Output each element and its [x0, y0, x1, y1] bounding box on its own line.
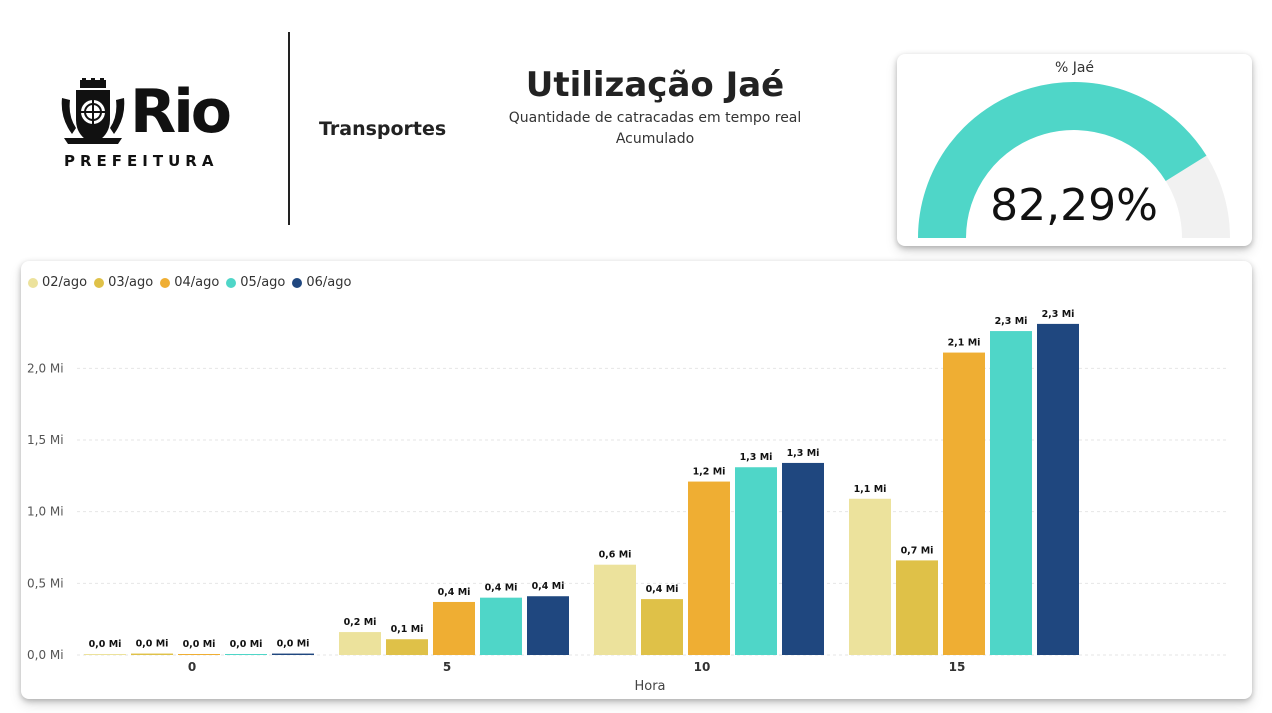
bar[interactable] — [943, 352, 985, 655]
x-axis-label: Hora — [634, 679, 665, 694]
bar-chart: 0,0 Mi 0,5 Mi 1,0 Mi 1,5 Mi 2,0 Mi 0 0,0 Mi 0,0… — [27, 309, 1229, 694]
bar[interactable] — [131, 653, 173, 655]
bar[interactable] — [433, 601, 475, 655]
prefeitura-rio-logo: Rio PREFEITURA — [58, 77, 248, 178]
y-tick-label: 0,5 Mi — [27, 576, 64, 590]
x-tick-label: 0 — [188, 660, 196, 674]
legend-swatch — [28, 277, 38, 288]
legend-swatch — [292, 277, 303, 288]
data-label: 0,4 Mi — [646, 584, 679, 595]
legend-label: 04/ago — [174, 275, 220, 290]
legend-item-4[interactable]: 06/ago — [292, 275, 351, 290]
bar[interactable] — [688, 481, 730, 655]
header-divider — [288, 32, 290, 225]
data-label: 1,3 Mi — [740, 452, 773, 463]
brand-word: Rio — [130, 77, 232, 147]
bar[interactable] — [735, 467, 777, 655]
legend-swatch — [226, 277, 237, 288]
data-label: 0,0 Mi — [136, 639, 169, 650]
section-label: Transportes — [319, 118, 447, 140]
gauge-card[interactable]: % Jaé 82,29% — [897, 54, 1252, 246]
bar[interactable] — [84, 654, 126, 655]
bar[interactable] — [1037, 323, 1079, 655]
data-label: 0,6 Mi — [599, 550, 632, 561]
data-label: 0,0 Mi — [89, 639, 122, 650]
legend-item-1[interactable]: 03/ago — [94, 275, 153, 290]
data-label: 1,1 Mi — [854, 484, 887, 495]
data-label: 0,0 Mi — [230, 639, 263, 650]
data-label: 2,3 Mi — [995, 316, 1028, 327]
page-title: Utilização Jaé — [525, 65, 785, 105]
data-label: 0,7 Mi — [901, 545, 934, 556]
data-label: 1,2 Mi — [693, 467, 726, 478]
bar-chart-card[interactable]: 02/ago 03/ago 04/ago 05/ago 06/ago 0,0 Mi 0,5… — [21, 261, 1252, 699]
gauge-value: 82,29% — [990, 180, 1158, 231]
y-tick-label: 0,0 Mi — [27, 648, 64, 662]
y-tick-label: 1,0 Mi — [27, 505, 64, 519]
bar[interactable] — [225, 654, 267, 655]
data-label: 2,3 Mi — [1042, 309, 1075, 320]
title-block: Utilização Jaé Quantidade de catracadas … — [495, 62, 815, 150]
rio-coat-of-arms-icon — [61, 78, 125, 144]
data-label: 0,0 Mi — [277, 639, 310, 650]
legend-swatch — [94, 277, 105, 288]
legend-label: 05/ago — [240, 275, 286, 290]
legend-label: 02/ago — [42, 275, 88, 290]
bar[interactable] — [896, 560, 938, 655]
x-tick-label: 10 — [694, 660, 711, 674]
chart-legend: 02/ago 03/ago 04/ago 05/ago 06/ago — [28, 275, 358, 290]
bar[interactable] — [594, 564, 636, 655]
legend-item-2[interactable]: 04/ago — [160, 275, 219, 290]
data-label: 0,0 Mi — [183, 639, 216, 650]
x-tick-label: 5 — [443, 660, 451, 674]
y-tick-label: 2,0 Mi — [27, 361, 64, 375]
legend-item-3[interactable]: 05/ago — [226, 275, 285, 290]
data-label: 0,4 Mi — [532, 581, 565, 592]
bar[interactable] — [339, 632, 381, 655]
gauge — [918, 82, 1230, 239]
legend-label: 06/ago — [306, 275, 352, 290]
bar[interactable] — [527, 596, 569, 655]
legend-item-0[interactable]: 02/ago — [28, 275, 87, 290]
y-tick-label: 1,5 Mi — [27, 433, 64, 447]
brand-subtitle: PREFEITURA — [64, 152, 219, 170]
bar[interactable] — [178, 654, 220, 655]
bar[interactable] — [990, 331, 1032, 655]
data-label: 0,1 Mi — [391, 624, 424, 635]
bar[interactable] — [782, 462, 824, 655]
bar[interactable] — [272, 653, 314, 655]
data-label: 2,1 Mi — [948, 338, 981, 349]
bar[interactable] — [641, 599, 683, 655]
data-label: 0,4 Mi — [438, 587, 471, 598]
data-label: 0,4 Mi — [485, 583, 518, 594]
gauge-title: % Jaé — [1054, 60, 1095, 76]
bar[interactable] — [480, 597, 522, 655]
data-label: 0,2 Mi — [344, 617, 377, 628]
data-label: 1,3 Mi — [787, 448, 820, 459]
bar[interactable] — [849, 498, 891, 655]
page-subtitle: Quantidade de catracadas em tempo real — [508, 110, 802, 126]
gauge-fill — [918, 82, 1207, 239]
x-tick-label: 15 — [949, 660, 966, 674]
legend-swatch — [160, 277, 171, 288]
legend-label: 03/ago — [108, 275, 154, 290]
bar[interactable] — [386, 639, 428, 655]
page-subtitle-2: Acumulado — [615, 131, 695, 147]
